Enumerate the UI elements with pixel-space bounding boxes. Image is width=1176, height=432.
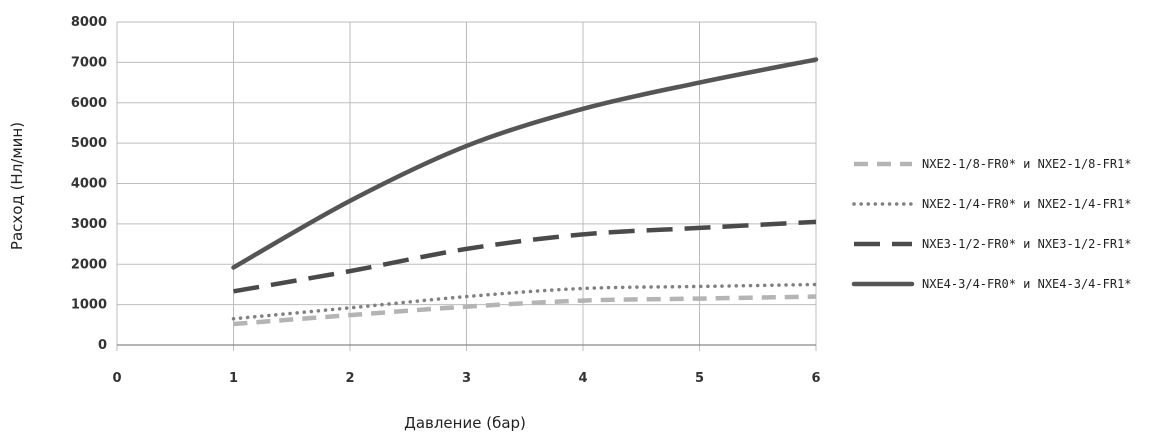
y-tick-label-6000: 6000 [71,96,107,111]
grid [116,21,817,351]
x-tick-label-4: 4 [578,371,587,386]
y-tick-label-1000: 1000 [71,298,107,313]
y-tick-label-4000: 4000 [71,177,107,192]
series-layer [231,57,819,327]
x-tick-label-3: 3 [462,371,471,386]
x-tick-label-1: 1 [229,371,238,386]
y-tick-label-8000: 8000 [71,15,107,30]
y-tick-label-7000: 7000 [71,55,107,70]
legend-label-2: NXE2-1/4-FR0* и NXE2-1/4-FR1* [922,197,1132,211]
axes: 0 1000 2000 3000 4000 5000 6000 7000 8000 0 1 2 3 4 5 6 [71,15,821,386]
series-line-1 [233,294,817,327]
legend-label-4: NXE4-3/4-FR0* и NXE4-3/4-FR1* [922,277,1132,291]
y-axis-title: Расход (Нл/мин) [8,122,26,250]
y-tick-label-3000: 3000 [71,217,107,232]
y-tick-label-5000: 5000 [71,136,107,151]
legend-label-3: NXE3-1/2-FR0* и NXE3-1/2-FR1* [922,237,1132,251]
y-tick-label-0: 0 [98,338,107,353]
series-line-2 [231,282,818,321]
legend-label-1: NXE2-1/8-FR0* и NXE2-1/8-FR1* [922,157,1132,171]
y-tick-label-2000: 2000 [71,257,107,272]
series-line-3 [233,219,817,294]
series-line-4 [231,57,819,270]
x-tick-label-2: 2 [345,371,354,386]
x-axis-title: Давление (бар) [404,414,526,432]
legend: NXE2-1/8-FR0* и NXE2-1/8-FR1* NXE2-1/4-FR… [851,157,1132,291]
x-tick-label-6: 6 [811,371,820,386]
x-tick-label-5: 5 [695,371,704,386]
x-tick-label-0: 0 [112,371,121,386]
